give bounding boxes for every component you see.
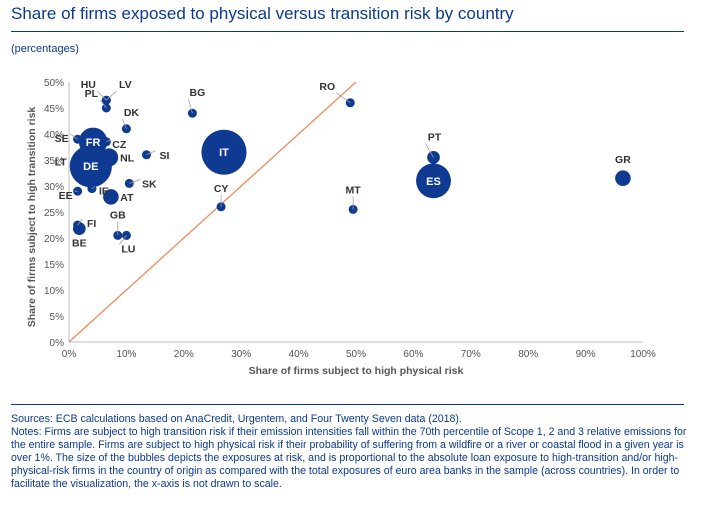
bubble-lt [73, 158, 83, 168]
leader-line-si [146, 150, 156, 156]
point-label-lu: LU [121, 243, 135, 255]
point-label-cy: CY [214, 183, 229, 195]
x-tick-label: 70% [461, 349, 481, 360]
leader-line-pt [425, 143, 434, 158]
point-label-fi: FI [87, 218, 96, 230]
point-label-se: SE [55, 133, 69, 145]
point-label-dk: DK [124, 107, 140, 119]
point-label-lv: LV [119, 79, 132, 91]
leader-line-bg [188, 99, 193, 114]
y-tick-label: 50% [44, 78, 64, 89]
x-tick-label: 80% [518, 349, 538, 360]
y-tick-label: 40% [44, 130, 64, 141]
bubble-gr [615, 170, 631, 186]
point-label-si: SI [160, 150, 170, 162]
leader-line-fi [77, 218, 83, 226]
y-tick-label: 15% [44, 260, 64, 271]
point-label-bg: BG [190, 87, 206, 99]
point-label-gb: GB [110, 209, 126, 221]
point-label-ie: IE [99, 186, 109, 198]
x-tick-label: 60% [403, 349, 423, 360]
notes-text: Notes: Firms are subject to high transit… [11, 426, 687, 490]
leader-line-cz [106, 139, 111, 143]
point-label-sk: SK [142, 178, 157, 190]
y-tick-label: 35% [44, 156, 64, 167]
point-label-fr: FR [86, 137, 101, 149]
notes-rule [11, 404, 684, 405]
x-tick-label: 50% [346, 349, 366, 360]
point-label-lt: LT [55, 157, 68, 169]
bubble-it [201, 129, 247, 175]
bubble-ie [87, 184, 97, 194]
point-label-nl: NL [120, 152, 135, 164]
y-tick-label: 45% [44, 104, 64, 115]
point-label-be: BE [72, 238, 87, 250]
leader-line-se [70, 133, 78, 140]
point-label-ee: EE [59, 190, 73, 202]
x-tick-label: 90% [576, 349, 596, 360]
leader-line-pl [99, 99, 107, 109]
point-label-it: IT [219, 147, 229, 159]
x-tick-label: 10% [116, 349, 136, 360]
point-label-cz: CZ [112, 139, 127, 151]
leader-line-dk [122, 118, 127, 129]
leader-line-lu [119, 235, 127, 245]
y-tick-label: 5% [50, 312, 65, 323]
point-label-hu: HU [81, 79, 96, 91]
point-label-ro: RO [319, 81, 335, 93]
reference-line [68, 81, 357, 343]
bubble-nl [100, 148, 119, 167]
bubble-fr [78, 127, 108, 157]
x-tick-label: 100% [630, 349, 656, 360]
point-label-mt: MT [346, 184, 362, 196]
y-tick-label: 0% [50, 338, 65, 349]
chart-subtitle: (percentages) [11, 43, 79, 55]
point-label-at: AT [120, 192, 134, 204]
notes-block: Sources: ECB calculations based on AnaCr… [11, 413, 691, 491]
x-tick-label: 30% [231, 349, 251, 360]
y-axis-title: Share of firms subject to high transitio… [26, 107, 38, 328]
sources-text: Sources: ECB calculations based on AnaCr… [11, 413, 462, 425]
point-label-gr: GR [615, 154, 631, 166]
chart-title: Share of firms exposed to physical versu… [11, 4, 514, 23]
scatter-chart: 0% 5% 10% 15% 20% 25% 30% 35% 40% 45% 50% 0% 10% 20% 3… [26, 78, 656, 377]
leader-line-sk [129, 179, 141, 184]
y-tick-label: 10% [44, 286, 64, 297]
point-label-de: DE [83, 161, 98, 173]
x-tick-label: 0% [62, 349, 77, 360]
x-tick-label: 40% [289, 349, 309, 360]
point-label-es: ES [426, 176, 441, 188]
y-tick-label: 30% [44, 182, 64, 193]
point-label-pl: PL [85, 88, 99, 100]
title-rule [11, 31, 684, 32]
leader-line-ro [336, 92, 351, 104]
leader-line-hu [97, 90, 107, 101]
leader-line-lv [106, 90, 117, 101]
bubble-ro [345, 98, 355, 108]
bubble-dk [121, 124, 131, 134]
x-axis-title: Share of firms subject to high physical … [249, 365, 464, 377]
point-label-pt: PT [428, 131, 442, 143]
x-tick-label: 20% [174, 349, 194, 360]
leader-line-ie [91, 186, 96, 189]
y-tick-label: 25% [44, 208, 64, 219]
bubble-es [416, 163, 451, 199]
bubble-at [103, 189, 119, 205]
y-tick-label: 20% [44, 234, 64, 245]
